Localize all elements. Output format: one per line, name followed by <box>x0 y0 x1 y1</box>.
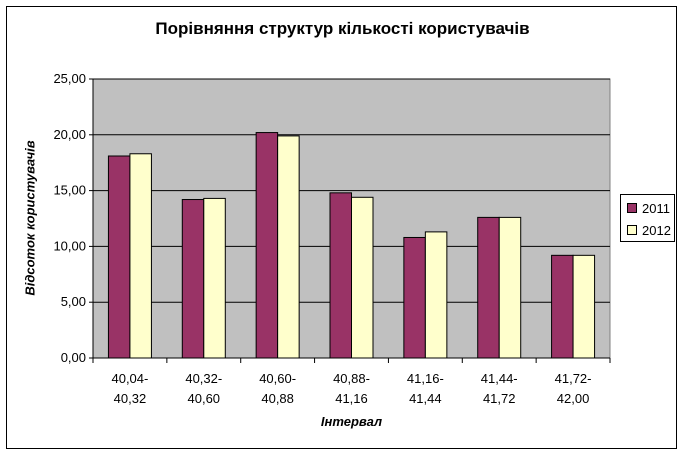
y-tick-label: 20,00 <box>53 127 86 142</box>
x-tick-label: 40,88- <box>333 371 370 386</box>
y-tick-label: 15,00 <box>53 183 86 198</box>
bar-2011 <box>477 216 500 359</box>
x-tick-label: 40,60- <box>259 371 296 386</box>
x-tick-label: 40,60 <box>188 391 221 406</box>
bar-2011 <box>403 236 426 359</box>
y-tick-label: 0,00 <box>61 350 86 365</box>
x-tick-label: 41,16 <box>335 391 368 406</box>
x-tick-label: 41,16- <box>407 371 444 386</box>
bar-2011 <box>107 155 131 359</box>
legend-item-2012: 2012 <box>627 222 671 238</box>
y-tick-label: 5,00 <box>61 294 86 309</box>
y-tick-label: 10,00 <box>53 238 86 253</box>
x-tick-label: 40,32 <box>114 391 147 406</box>
legend: 2011 2012 <box>620 194 675 242</box>
legend-label-2012: 2012 <box>642 222 671 238</box>
legend-swatch-2011 <box>627 203 637 213</box>
x-tick-label: 41,72 <box>483 391 516 406</box>
bar-2011 <box>255 132 279 359</box>
bar-2012 <box>498 216 522 359</box>
legend-item-2011: 2011 <box>627 200 670 216</box>
bar-2012 <box>572 254 596 359</box>
bar-2011 <box>181 199 205 359</box>
x-tick-label: 41,44- <box>481 371 518 386</box>
bar-2011 <box>329 192 352 359</box>
bar-2012 <box>424 231 448 359</box>
x-tick-label: 42,00 <box>557 391 590 406</box>
x-tick-label: 41,44 <box>409 391 442 406</box>
bar-2012 <box>351 196 374 359</box>
x-tick-label: 40,32- <box>185 371 222 386</box>
y-tick-label: 25,00 <box>53 71 86 86</box>
x-tick-label: 40,88 <box>261 391 294 406</box>
x-tick-label: 41,72- <box>555 371 592 386</box>
bar-2011 <box>551 254 574 359</box>
bar-2012 <box>203 197 226 359</box>
bar-2012 <box>277 135 300 359</box>
bar-2012 <box>129 153 152 359</box>
legend-swatch-2012 <box>627 225 637 235</box>
chart-title: Порівняння структур кількості користувач… <box>155 19 530 38</box>
legend-label-2011: 2011 <box>642 200 670 216</box>
x-tick-label: 40,04- <box>111 371 148 386</box>
x-axis-title: Інтервал <box>320 414 383 429</box>
